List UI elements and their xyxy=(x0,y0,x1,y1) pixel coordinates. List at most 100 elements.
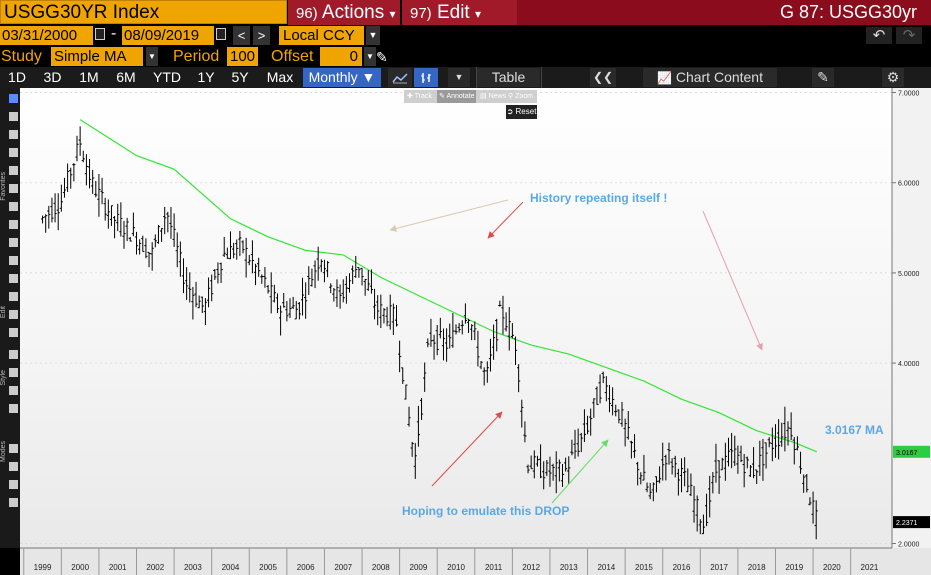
next-period-button[interactable]: > xyxy=(253,26,270,45)
text-tool-icon[interactable] xyxy=(9,130,18,139)
end-date-field[interactable]: 08/09/2019 xyxy=(122,26,214,45)
year-tick-label: 2021 xyxy=(861,563,879,572)
track-tool[interactable]: ✚ Track xyxy=(407,93,432,100)
fill-tool-icon[interactable] xyxy=(9,404,18,413)
period-1d-button[interactable]: 1D xyxy=(8,69,26,85)
chart-content-button[interactable]: 📈 Chart Content xyxy=(643,68,777,87)
chart-content-icon: 📈 xyxy=(656,71,672,85)
plot-background xyxy=(20,88,892,548)
last-price-value: 2.2371 xyxy=(896,520,918,527)
zoom-tool[interactable]: ⚲ Zoom xyxy=(508,93,533,100)
prev-period-button[interactable]: < xyxy=(233,26,250,45)
annotate-tool[interactable]: ✎ Annotate xyxy=(437,90,477,103)
year-tick-label: 2014 xyxy=(597,563,615,572)
edit-chevron-icon: ▾ xyxy=(475,7,482,21)
pencil-icon[interactable]: ✎ xyxy=(376,49,388,65)
period-ytd-button[interactable]: YTD xyxy=(153,69,181,85)
period-6m-button[interactable]: 6M xyxy=(116,69,136,85)
ohlc-bars-layer xyxy=(40,126,818,540)
pen-tool-icon[interactable] xyxy=(9,256,18,265)
period-input[interactable]: 100 xyxy=(227,47,258,66)
year-tick-label: 2019 xyxy=(785,563,803,572)
frequency-select[interactable]: Monthly ▼ xyxy=(303,68,381,87)
period-max-button[interactable]: Max xyxy=(266,69,294,85)
period-3d-button[interactable]: 3D xyxy=(43,69,62,85)
copy-tool-icon[interactable] xyxy=(9,292,18,301)
line-style-tool-icon[interactable] xyxy=(9,368,18,377)
news-tool[interactable]: ▤ News xyxy=(480,93,507,100)
delete-tool-icon[interactable] xyxy=(9,328,18,337)
annotation-ma-text: 3.0167 MA xyxy=(825,423,884,437)
year-tick-label: 2015 xyxy=(635,563,653,572)
ma-value-tag-bg xyxy=(893,445,930,458)
price-chart-panel[interactable]: 1999 2000 2001 2002 2003 2004 2005 2006 2007 2008… xyxy=(20,88,931,575)
edit-chart-icon[interactable]: ✎ xyxy=(812,68,834,87)
period-1y-button[interactable]: 1Y xyxy=(197,69,215,85)
offset-dropdown-icon[interactable]: ▼ xyxy=(364,47,376,66)
offset-input[interactable]: 0 xyxy=(320,47,362,66)
security-ticker-field[interactable]: USGG30YR Index xyxy=(0,0,287,24)
year-tick-label: 2010 xyxy=(447,563,465,572)
function-title: G 87: USGG30yr xyxy=(517,0,931,25)
study-dropdown-icon[interactable]: ▼ xyxy=(146,47,158,66)
style-tools-label: Style xyxy=(0,370,7,386)
undo-icon[interactable]: ↶ xyxy=(866,27,892,44)
mode-tool-icon[interactable] xyxy=(9,444,18,453)
calendar-icon[interactable] xyxy=(216,28,226,40)
year-tick-label: 2003 xyxy=(184,563,202,572)
year-tick-label: 2008 xyxy=(372,563,390,572)
actions-chevron-icon: ▾ xyxy=(389,7,396,21)
year-tick-label: 2012 xyxy=(522,563,540,572)
year-tick-label: 2002 xyxy=(146,563,164,572)
arrow-tool-icon[interactable] xyxy=(9,148,18,157)
currency-select[interactable]: Local CCY xyxy=(279,26,364,45)
collapse-panel-icon[interactable]: ❮❮ xyxy=(590,68,616,87)
line-width-tool-icon[interactable] xyxy=(9,386,18,395)
y-tick-label: 6.0000 xyxy=(898,181,920,188)
color-tool-icon[interactable] xyxy=(9,350,18,359)
table-button[interactable]: Table xyxy=(477,68,540,87)
snap-tool-icon[interactable] xyxy=(9,462,18,471)
actions-menu-button[interactable]: 96) Actions ▾ xyxy=(288,0,400,25)
channel-tool-icon[interactable] xyxy=(9,202,18,211)
chart-toolbar: 1D 3D 1M 6M YTD 1Y 5Y Max Monthly ▼ ▼ Ta… xyxy=(0,67,931,88)
edit-menu-button[interactable]: 97) Edit ▾ xyxy=(402,0,517,25)
annotation-arrow-red-bottom xyxy=(431,411,503,487)
shape-tool-icon[interactable] xyxy=(9,166,18,175)
redo-icon[interactable]: ↷ xyxy=(896,27,922,44)
year-tick-label: 2020 xyxy=(823,563,841,572)
tool-settings-icon[interactable] xyxy=(9,498,18,507)
cursor-tool-icon[interactable] xyxy=(9,94,18,103)
y-tick-label: 4.0000 xyxy=(898,361,920,368)
offset-label: Offset xyxy=(271,48,314,65)
reset-zoom-button[interactable]: ➲ Reset xyxy=(506,105,537,119)
settings-gear-icon[interactable]: ⚙ xyxy=(882,68,904,87)
year-tick-label: 1999 xyxy=(34,563,52,572)
period-1m-button[interactable]: 1M xyxy=(79,69,99,85)
drawing-tools-sidebar: Favorites Edit Style Modes xyxy=(0,88,20,548)
study-label: Study xyxy=(1,48,42,65)
favorites-label: Favorites xyxy=(0,172,7,201)
fibonacci-tool-icon[interactable] xyxy=(9,184,18,193)
chart-interaction-toolbar: ✚ Track ✎ Annotate ▤ News ⚲ Zoom xyxy=(404,90,537,103)
horizontal-line-tool-icon[interactable] xyxy=(9,238,18,247)
date-separator: - xyxy=(111,25,117,42)
trendline-tool-icon[interactable] xyxy=(9,112,18,121)
modes-tools-label: Modes xyxy=(0,441,7,463)
start-date-field[interactable]: 03/31/2000 xyxy=(0,26,93,45)
ma-value-tag: 3.0167 xyxy=(893,445,930,458)
currency-dropdown-icon[interactable]: ▼ xyxy=(366,26,380,45)
period-5y-button[interactable]: 5Y xyxy=(231,69,249,85)
paste-tool-icon[interactable] xyxy=(9,310,18,319)
year-tick-label: 2001 xyxy=(109,563,127,572)
bar-chart-icon[interactable] xyxy=(414,68,438,87)
marker-tool-icon[interactable] xyxy=(9,274,18,283)
price-chart[interactable]: 1999 2000 2001 2002 2003 2004 2005 2006 2007 2008… xyxy=(20,88,931,575)
chart-type-dropdown-icon[interactable]: ▼ xyxy=(448,68,470,87)
ellipse-tool-icon[interactable] xyxy=(9,220,18,229)
lock-tool-icon[interactable] xyxy=(9,480,18,489)
study-select[interactable]: Simple MA xyxy=(51,47,143,66)
calendar-icon[interactable] xyxy=(95,28,105,40)
year-tick-label: 2005 xyxy=(259,563,277,572)
line-chart-icon[interactable] xyxy=(388,68,412,87)
